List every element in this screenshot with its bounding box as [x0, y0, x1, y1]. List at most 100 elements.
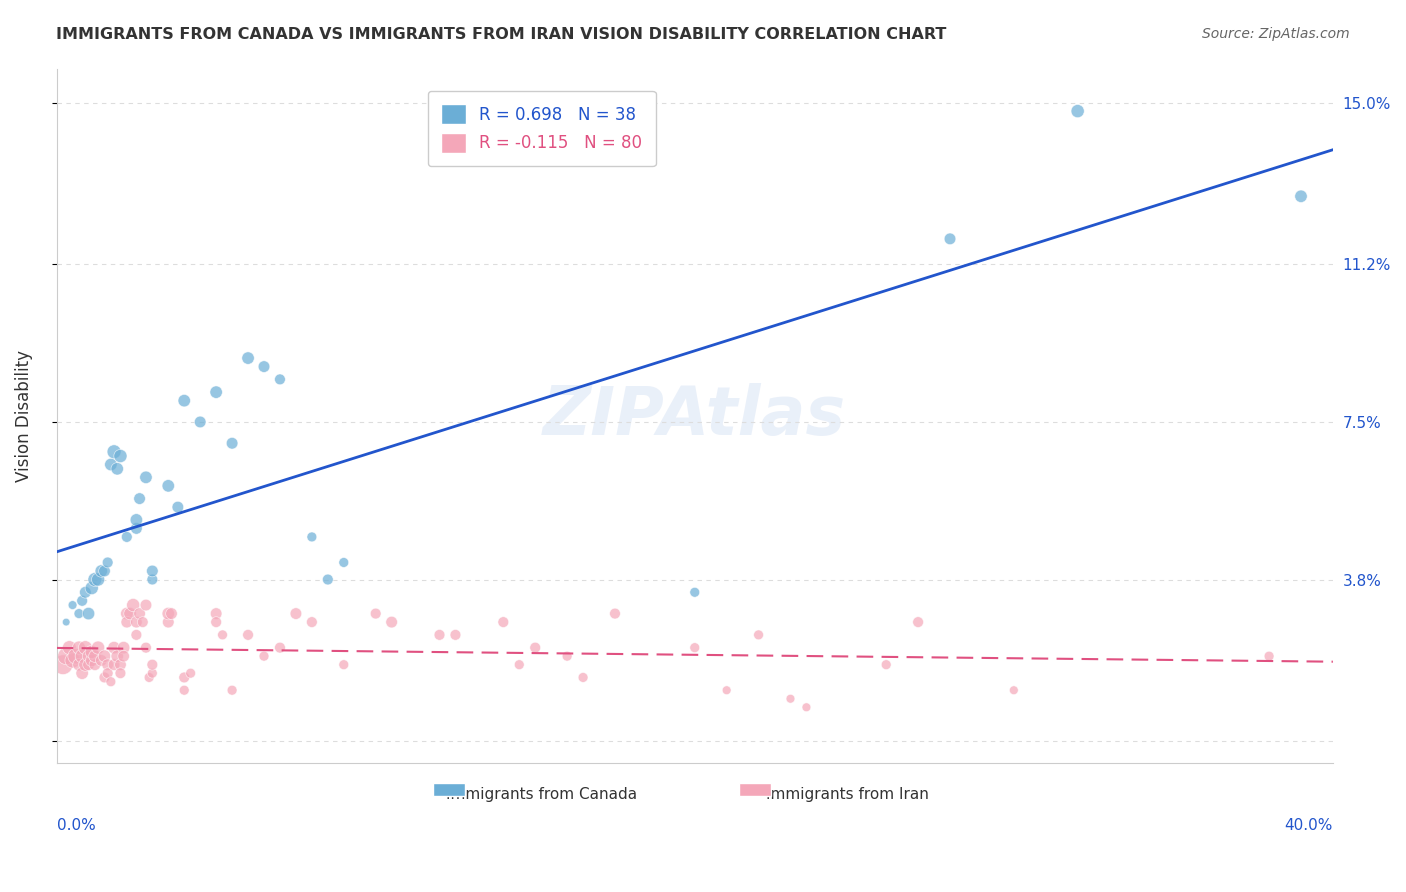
Y-axis label: Vision Disability: Vision Disability: [15, 350, 32, 482]
Point: [80, 581, 103, 595]
Point: [105, 649, 128, 664]
Point: [166, 500, 188, 515]
Point: [1289, 189, 1312, 203]
Point: [105, 462, 128, 476]
Point: [173, 393, 195, 408]
Point: [381, 615, 404, 629]
Point: [100, 674, 122, 689]
Point: [77, 607, 100, 621]
Text: Source: ZipAtlas.com: Source: ZipAtlas.com: [1202, 27, 1350, 41]
Point: [70, 666, 93, 681]
Point: [58, 640, 80, 655]
Point: [118, 607, 141, 621]
Point: [779, 691, 801, 706]
Text: 0.0%: 0.0%: [56, 818, 96, 833]
Point: [125, 628, 148, 642]
Point: [284, 607, 307, 621]
Point: [180, 666, 202, 681]
Point: [444, 628, 467, 642]
Point: [115, 615, 138, 629]
Point: [67, 607, 90, 621]
Point: [253, 649, 276, 664]
Point: [301, 530, 323, 544]
Point: [907, 615, 929, 629]
Point: [364, 607, 387, 621]
Point: [236, 351, 259, 365]
Point: [1258, 649, 1281, 664]
Point: [141, 564, 163, 578]
Point: [93, 564, 115, 578]
Point: [100, 458, 122, 472]
Point: [333, 657, 356, 672]
Point: [211, 628, 233, 642]
Point: [80, 653, 103, 667]
Point: [205, 615, 228, 629]
Point: [269, 640, 291, 655]
Point: [875, 657, 897, 672]
Point: [97, 556, 120, 570]
Point: [429, 628, 451, 642]
Point: [110, 449, 132, 463]
Point: [93, 670, 115, 684]
Point: [221, 436, 243, 450]
Point: [75, 640, 97, 655]
Point: [103, 444, 125, 458]
Point: [83, 573, 105, 587]
Point: [205, 385, 228, 400]
Point: [316, 573, 339, 587]
Point: [115, 530, 138, 544]
Point: [77, 657, 100, 672]
Point: [75, 657, 97, 672]
Point: [683, 640, 706, 655]
Point: [97, 666, 120, 681]
Point: [115, 607, 138, 621]
Point: [141, 657, 163, 672]
Text: Immigrants from Iran: Immigrants from Iran: [766, 787, 929, 802]
Point: [67, 657, 90, 672]
Point: [221, 683, 243, 698]
Point: [269, 372, 291, 386]
Point: [132, 615, 155, 629]
Point: [141, 666, 163, 681]
FancyBboxPatch shape: [740, 783, 772, 796]
Point: [492, 615, 515, 629]
Text: Immigrants from Canada: Immigrants from Canada: [446, 787, 637, 802]
Point: [62, 653, 84, 667]
Point: [122, 598, 145, 612]
Point: [90, 653, 112, 667]
Point: [939, 232, 962, 246]
Point: [141, 573, 163, 587]
Point: [1002, 683, 1025, 698]
Point: [52, 657, 75, 672]
Legend: R = 0.698   N = 38, R = -0.115   N = 80: R = 0.698 N = 38, R = -0.115 N = 80: [427, 91, 655, 167]
Point: [253, 359, 276, 374]
Point: [65, 649, 87, 664]
Point: [173, 670, 195, 684]
Point: [97, 657, 120, 672]
Point: [205, 607, 228, 621]
Point: [748, 628, 770, 642]
Point: [236, 628, 259, 642]
Point: [135, 470, 157, 484]
Point: [135, 640, 157, 655]
Point: [125, 615, 148, 629]
Point: [55, 649, 77, 664]
Point: [77, 649, 100, 664]
Point: [683, 585, 706, 599]
Point: [112, 640, 135, 655]
Point: [1066, 104, 1088, 119]
Point: [572, 670, 595, 684]
Point: [160, 607, 183, 621]
Point: [138, 670, 160, 684]
Point: [70, 594, 93, 608]
Point: [93, 649, 115, 664]
Point: [75, 585, 97, 599]
Point: [112, 649, 135, 664]
Text: ZIPAtlas: ZIPAtlas: [543, 383, 846, 449]
Point: [333, 556, 356, 570]
Point: [157, 479, 180, 493]
Point: [125, 521, 148, 535]
Point: [67, 640, 90, 655]
Point: [87, 573, 110, 587]
Text: IMMIGRANTS FROM CANADA VS IMMIGRANTS FROM IRAN VISION DISABILITY CORRELATION CHA: IMMIGRANTS FROM CANADA VS IMMIGRANTS FRO…: [56, 27, 946, 42]
